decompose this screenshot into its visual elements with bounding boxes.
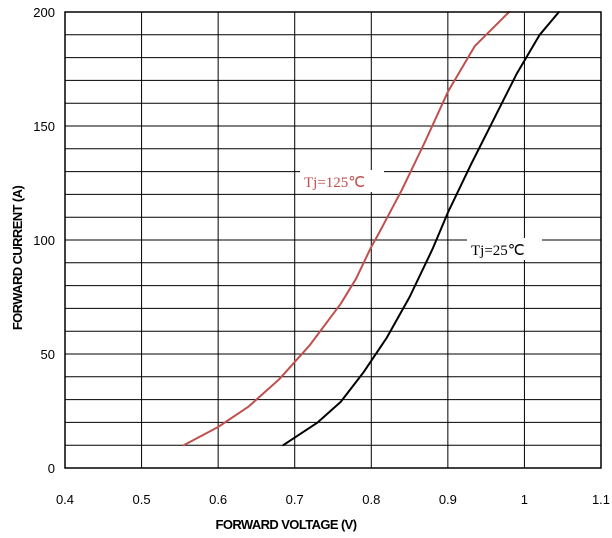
annotation-tj125-label: Tj=125℃ [304,175,365,191]
y-tick-label: 200 [33,5,55,20]
annotation-tj25-label: Tj=25℃ [471,243,525,259]
x-tick-label: 0.9 [439,492,457,507]
x-tick-label: 0.4 [56,492,74,507]
y-tick-label: 0 [48,461,55,476]
y-axis-title: FORWARD CURRENT (A) [10,186,25,331]
x-axis-title: FORWARD VOLTAGE (V) [216,517,357,532]
series-line-tj25 [282,11,560,447]
x-tick-labels: 0.4 0.5 0.6 0.7 0.8 0.9 1 1.1 [56,492,610,507]
x-tick-label: 0.5 [133,492,151,507]
y-tick-label: 100 [33,233,55,248]
y-tick-label: 50 [41,347,55,362]
annotation-125-bg [300,170,384,192]
y-tick-label: 150 [33,119,55,134]
x-tick-label: 0.8 [362,492,380,507]
x-tick-label: 0.6 [209,492,227,507]
x-tick-label: 0.7 [286,492,304,507]
annotation-25-bg [467,238,542,260]
x-tick-label: 1.1 [592,492,610,507]
series-lines [182,11,560,447]
x-tick-label: 1 [521,492,528,507]
series-line-tj125 [182,11,511,447]
y-tick-labels: 0 50 100 150 200 [33,5,55,476]
plot-frame [64,11,602,469]
